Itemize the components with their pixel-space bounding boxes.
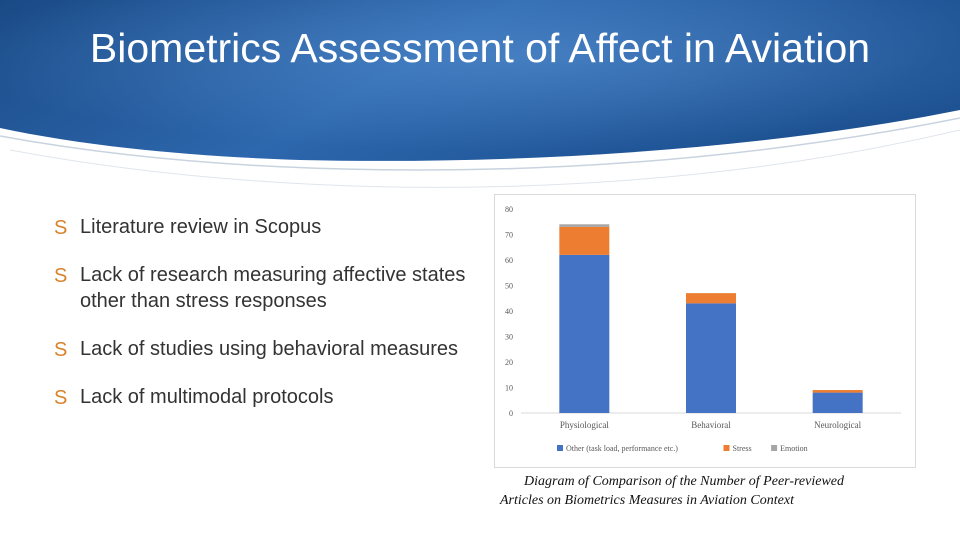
bullet-item: S Literature review in Scopus xyxy=(54,214,474,240)
bullet-s-icon: S xyxy=(54,217,68,239)
bullet-s-icon: S xyxy=(54,265,68,287)
legend-label: Emotion xyxy=(780,444,808,453)
legend-label: Stress xyxy=(733,444,752,453)
legend-swatch xyxy=(771,445,778,451)
y-tick-label: 0 xyxy=(509,409,513,418)
bullet-s-icon: S xyxy=(54,387,68,409)
bullet-item: S Lack of multimodal protocols xyxy=(54,384,474,410)
bullet-text: Lack of studies using behavioral measure… xyxy=(80,338,458,360)
stacked-bar-chart: 0 10 20 30 40 50 60 70 80 Physiological Behavioral… xyxy=(505,205,901,453)
bar-segment xyxy=(812,392,863,413)
bar-segment xyxy=(559,254,610,413)
caption-line-1: Diagram of Comparison of the Number of P… xyxy=(524,474,844,489)
bar-segment xyxy=(559,224,610,227)
bullet-text: Lack of multimodal protocols xyxy=(80,386,334,408)
y-tick-label: 70 xyxy=(505,231,513,240)
caption-line-2: Articles on Biometrics Measures in Aviat… xyxy=(500,493,794,508)
bar-segment xyxy=(686,293,736,304)
y-tick-label: 20 xyxy=(505,358,513,367)
bullet-item: S Lack of studies using behavioral measu… xyxy=(54,336,474,362)
x-tick-label: Behavioral xyxy=(691,420,731,430)
bullet-item: S Lack of research measuring affective s… xyxy=(54,262,474,314)
y-tick-label: 30 xyxy=(505,333,513,342)
x-tick-label: Physiological xyxy=(560,420,609,430)
slide-title: Biometrics Assessment of Affect in Aviat… xyxy=(89,25,871,71)
y-tick-label: 40 xyxy=(505,307,513,316)
bullet-list: S Literature review in Scopus S Lack of … xyxy=(54,214,474,432)
title-banner: Biometrics Assessment of Affect in Aviat… xyxy=(0,0,960,200)
y-tick-label: 60 xyxy=(505,256,513,265)
bar-segment xyxy=(812,390,863,393)
legend-swatch xyxy=(723,445,730,451)
y-tick-label: 80 xyxy=(505,205,513,214)
bar-chart-frame: 0 10 20 30 40 50 60 70 80 Physiological Behavioral… xyxy=(494,194,916,468)
bullet-s-icon: S xyxy=(54,339,68,361)
banner-background xyxy=(0,0,960,188)
legend-swatch xyxy=(557,445,563,451)
bullet-text: Lack of research measuring affective sta… xyxy=(80,264,466,312)
y-tick-label: 50 xyxy=(505,282,513,291)
legend-label: Other (task load, performance etc.) xyxy=(566,444,678,453)
x-tick-label: Neurological xyxy=(814,420,861,430)
bar-segment xyxy=(686,303,736,413)
bar-segment xyxy=(559,226,610,255)
y-tick-label: 10 xyxy=(505,384,513,393)
figure-caption: Diagram of Comparison of the Number of P… xyxy=(500,472,920,510)
bullet-text: Literature review in Scopus xyxy=(80,216,322,238)
